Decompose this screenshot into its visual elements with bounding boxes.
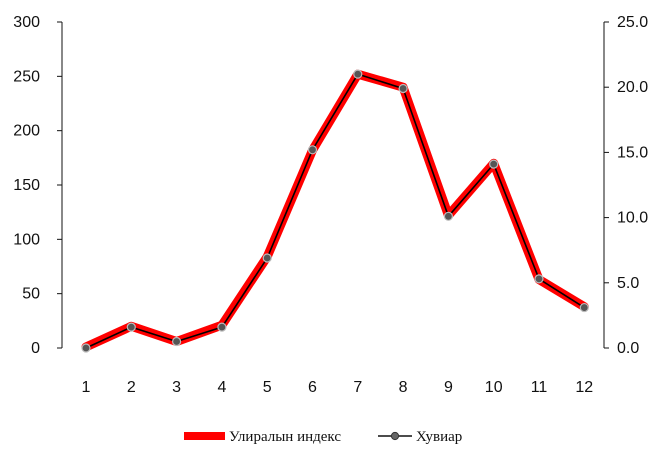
x-tick-label: 2 xyxy=(127,379,136,396)
legend-item-percent: Хувиар xyxy=(378,429,462,445)
x-tick-label: 6 xyxy=(308,379,317,396)
left-y-tick-label: 250 xyxy=(13,68,40,85)
data-point-percent xyxy=(579,302,589,313)
data-point-percent xyxy=(217,322,227,332)
x-tick-label: 9 xyxy=(444,379,453,396)
data-point-percent xyxy=(172,336,182,347)
legend-item-seasonal-index: Улиралын индекс xyxy=(184,429,341,445)
series-layer xyxy=(81,69,589,353)
left-y-axis: 0 50 100 150 200 250 300 xyxy=(13,14,62,357)
right-y-tick-label: 25.0 xyxy=(617,14,648,31)
right-y-tick-label: 15.0 xyxy=(617,144,648,161)
x-tick-label: 4 xyxy=(217,379,226,396)
left-y-tick-label: 150 xyxy=(13,177,40,194)
x-tick-label: 12 xyxy=(575,379,593,396)
right-y-tick-label: 0.0 xyxy=(617,340,639,357)
data-point-percent xyxy=(81,343,91,353)
x-tick-label: 5 xyxy=(263,379,272,396)
right-y-axis: 0.0 5.0 10.0 15.0 20.0 25.0 xyxy=(604,14,648,357)
data-point-percent xyxy=(398,83,408,94)
legend-marker-percent xyxy=(390,431,400,441)
x-tick-label: 8 xyxy=(399,379,408,396)
x-tick-label: 1 xyxy=(82,379,91,396)
right-y-tick-label: 10.0 xyxy=(617,210,648,227)
data-point-percent xyxy=(262,253,272,263)
x-axis: 1 2 3 4 5 6 7 8 9 10 11 12 xyxy=(82,379,594,396)
legend-label-percent: Хувиар xyxy=(416,429,462,445)
legend: Улиралын индекс Хувиар xyxy=(184,429,462,445)
data-point-percent xyxy=(307,145,318,155)
data-point-percent xyxy=(489,159,499,169)
data-point-percent xyxy=(353,69,363,79)
x-tick-label: 11 xyxy=(531,379,548,396)
left-y-tick-label: 100 xyxy=(13,231,40,248)
left-y-tick-label: 300 xyxy=(13,14,40,31)
left-y-tick-label: 200 xyxy=(13,123,40,140)
left-y-tick-label: 50 xyxy=(22,286,40,303)
series-line-percent xyxy=(85,73,585,349)
data-point-percent xyxy=(534,274,544,284)
x-tick-label: 7 xyxy=(353,379,362,396)
x-tick-label: 3 xyxy=(172,379,181,396)
series-line-seasonal-index xyxy=(81,69,589,352)
x-tick-label: 10 xyxy=(485,379,503,396)
legend-label-seasonal-index: Улиралын индекс xyxy=(229,429,341,445)
right-y-tick-label: 5.0 xyxy=(617,275,639,292)
data-point-percent xyxy=(443,211,453,221)
data-point-percent xyxy=(126,322,136,332)
left-y-tick-label: 0 xyxy=(31,340,40,357)
right-y-tick-label: 20.0 xyxy=(617,79,648,96)
